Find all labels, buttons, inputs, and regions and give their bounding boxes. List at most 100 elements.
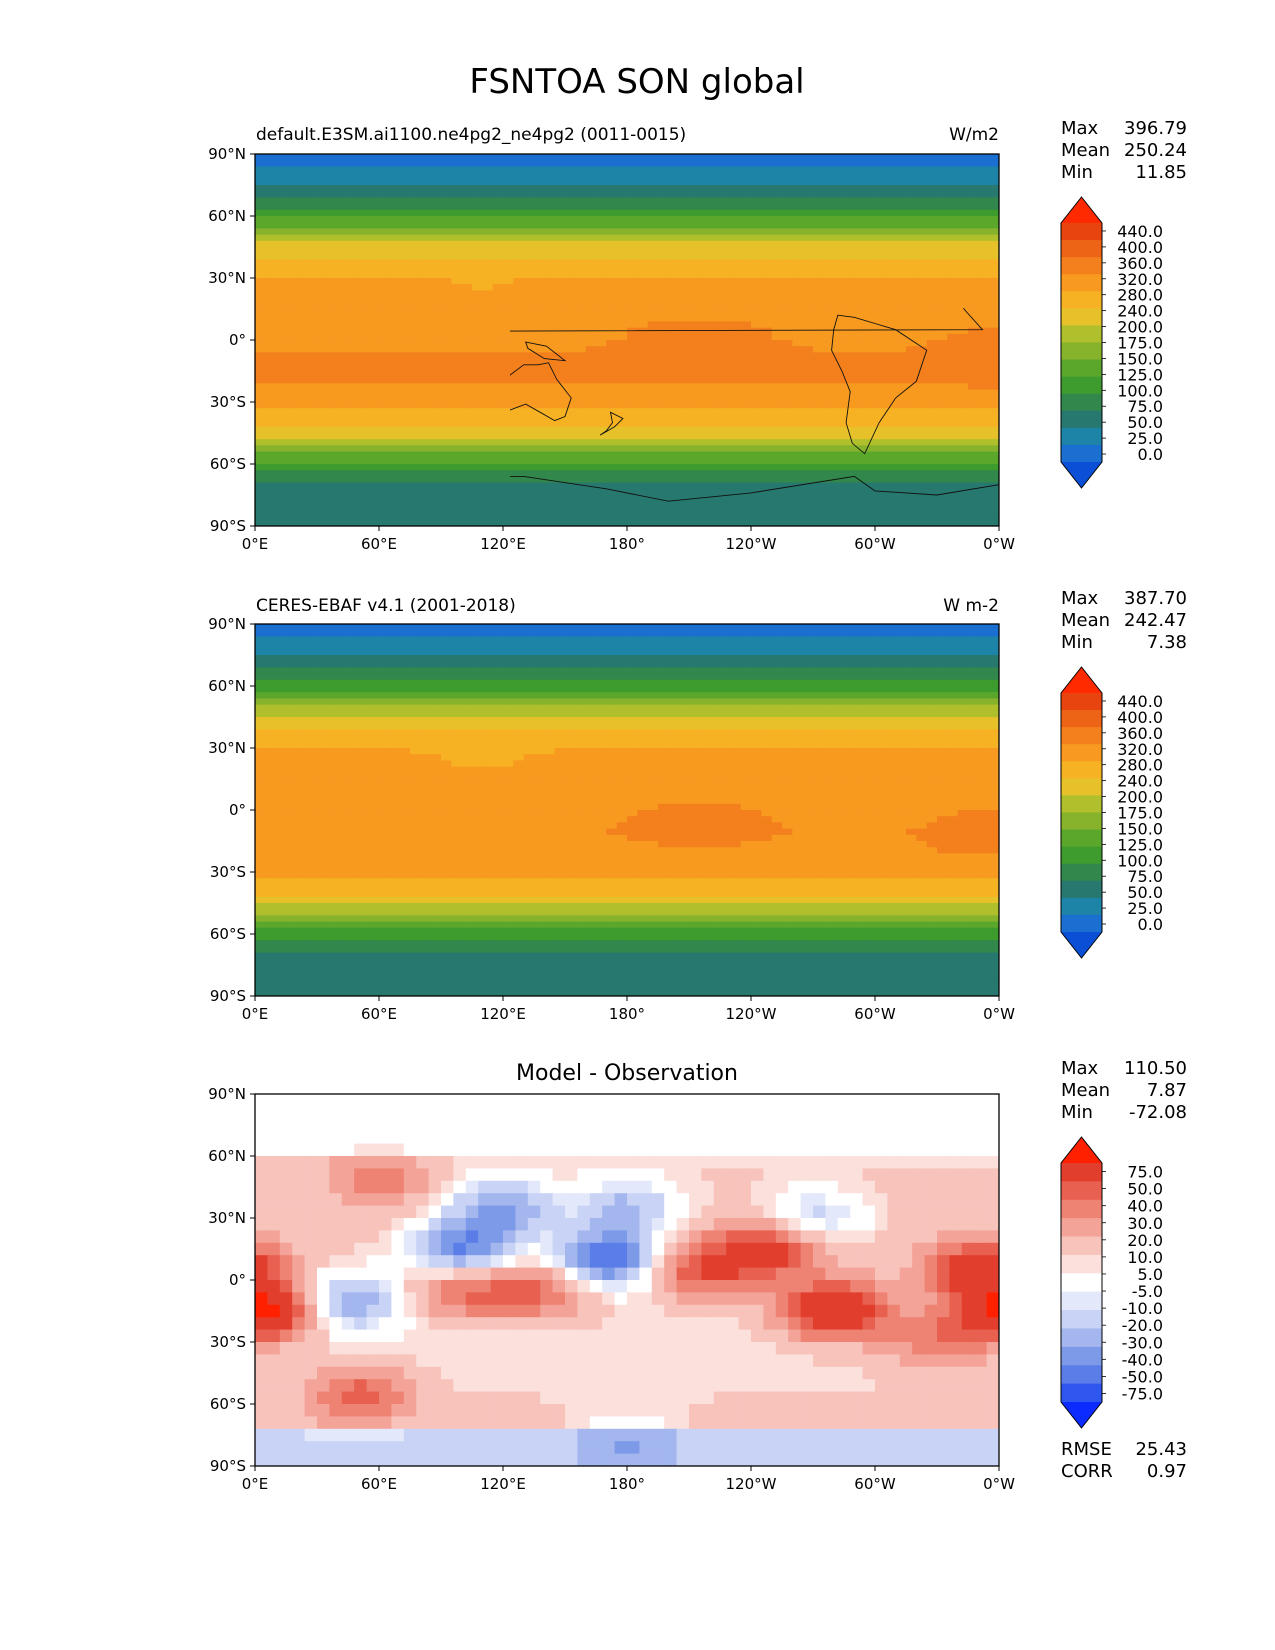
field-cell xyxy=(751,253,762,260)
field-cell xyxy=(565,636,576,644)
field-cell xyxy=(771,383,783,391)
field-cell xyxy=(265,519,277,526)
field-cell xyxy=(678,166,690,174)
field-cell xyxy=(627,209,638,217)
field-cell xyxy=(585,253,597,260)
colorbar-label: 440.0 xyxy=(1117,222,1163,241)
field-cell xyxy=(265,445,277,453)
field-cell xyxy=(451,364,463,372)
field-cell xyxy=(792,253,804,260)
lat-tick-label: 30°S xyxy=(210,393,246,411)
field-cell xyxy=(296,321,308,329)
field-cell xyxy=(637,636,649,644)
field-cell xyxy=(482,327,494,335)
field-cell xyxy=(740,624,752,631)
field-cell xyxy=(906,309,917,316)
field-cell xyxy=(451,309,463,316)
field-cell xyxy=(389,501,401,508)
field-cell xyxy=(544,203,556,211)
field-cell xyxy=(895,519,907,526)
field-cell xyxy=(317,470,328,477)
field-cell xyxy=(647,290,659,298)
field-cell xyxy=(937,203,948,211)
field-cell xyxy=(813,624,824,631)
field-cell xyxy=(451,352,463,360)
field-cell xyxy=(472,265,483,273)
field-cell xyxy=(906,464,917,471)
field-cell xyxy=(637,642,649,650)
field-cell xyxy=(792,464,804,471)
field-cell xyxy=(916,402,928,409)
field-cell xyxy=(627,495,638,502)
field-cell xyxy=(275,507,287,515)
field-cell xyxy=(472,327,483,335)
field-cell xyxy=(348,377,359,384)
field-cell xyxy=(441,470,452,477)
field-cell xyxy=(523,178,535,186)
field-cell xyxy=(916,389,928,397)
field-cell xyxy=(844,464,855,471)
field-cell xyxy=(699,197,711,205)
field-cell xyxy=(689,383,700,391)
field-cell xyxy=(823,321,835,329)
field-cell xyxy=(472,476,483,484)
field-cell xyxy=(947,203,959,211)
field-cell xyxy=(761,513,773,521)
field-cell xyxy=(988,457,999,465)
field-cell xyxy=(668,234,680,242)
field-cell xyxy=(771,364,783,372)
field-cell xyxy=(523,420,535,428)
field-cell xyxy=(492,661,504,668)
field-cell xyxy=(844,501,855,508)
field-cell xyxy=(472,433,483,440)
field-cell xyxy=(461,389,473,397)
field-cell xyxy=(678,630,690,637)
field-cell xyxy=(885,470,897,477)
field-cell xyxy=(410,284,421,291)
field-cell xyxy=(885,655,897,662)
field-cell xyxy=(348,420,359,428)
field-cell xyxy=(286,507,297,515)
field-cell xyxy=(699,389,711,397)
field-cell xyxy=(565,253,576,260)
field-cell xyxy=(451,476,463,484)
field-cell xyxy=(988,488,999,496)
field-cell xyxy=(730,507,742,515)
field-cell xyxy=(709,433,721,440)
field-cell xyxy=(957,352,969,360)
field-cell xyxy=(513,228,525,236)
field-cell xyxy=(358,642,370,650)
field-cell xyxy=(647,655,659,662)
field-cell xyxy=(978,302,990,310)
field-cell xyxy=(306,253,318,260)
field-cell xyxy=(627,315,638,322)
field-cell xyxy=(885,185,897,192)
field-cell xyxy=(513,383,525,391)
field-cell xyxy=(802,259,814,267)
field-cell xyxy=(389,402,401,409)
field-cell xyxy=(596,222,607,229)
field-cell xyxy=(968,178,979,186)
field-cell xyxy=(337,630,349,637)
field-cell xyxy=(647,636,659,644)
field-cell xyxy=(854,296,866,304)
field-cell xyxy=(885,519,897,526)
field-cell xyxy=(461,519,473,526)
field-cell xyxy=(565,464,576,471)
field-cell xyxy=(689,191,700,198)
field-cell xyxy=(451,315,463,322)
field-cell xyxy=(647,501,659,508)
field-cell xyxy=(389,327,401,335)
field-cell xyxy=(978,377,990,384)
field-cell xyxy=(720,247,731,254)
field-cell xyxy=(926,333,938,341)
field-cell xyxy=(916,197,928,205)
field-cell xyxy=(823,154,835,161)
field-cell xyxy=(668,464,680,471)
field-cell xyxy=(854,309,866,316)
field-cell xyxy=(947,290,959,298)
field-cell xyxy=(534,464,545,471)
field-cell xyxy=(802,636,814,644)
field-cell xyxy=(503,352,514,360)
field-cell xyxy=(792,389,804,397)
